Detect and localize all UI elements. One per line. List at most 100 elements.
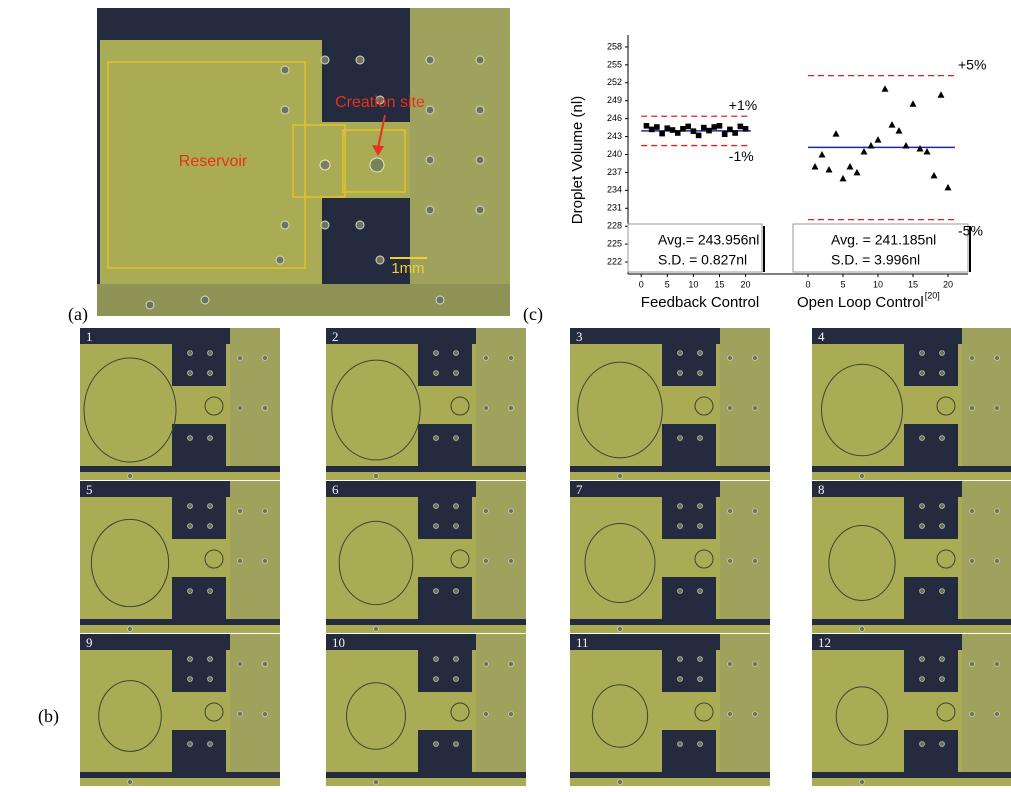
hole: [920, 677, 925, 682]
y-tick-label: 258: [607, 41, 622, 51]
point: [896, 127, 903, 134]
x-tick-label: 5: [840, 279, 845, 289]
hole: [970, 406, 975, 411]
hole: [728, 406, 733, 411]
scale-label: 1mm: [391, 260, 424, 277]
frame: 9: [80, 634, 280, 786]
dark-region: [326, 772, 526, 778]
hole: [208, 351, 213, 356]
hole: [940, 504, 945, 509]
hole: [940, 677, 945, 682]
hole: [920, 742, 925, 747]
hole: [698, 436, 703, 441]
point: [903, 142, 910, 149]
point: [833, 130, 840, 137]
hole: [434, 589, 439, 594]
dark-region: [326, 619, 526, 625]
frame: 4: [812, 328, 1011, 480]
hole: [434, 504, 439, 509]
reference-label: -5%: [958, 222, 983, 238]
dark-region: [662, 481, 716, 539]
hole: [208, 657, 213, 662]
dark-region: [570, 466, 770, 472]
hole: [188, 524, 193, 529]
hole: [188, 657, 193, 662]
hole: [995, 356, 1000, 361]
hole: [476, 56, 484, 64]
point: [654, 124, 660, 130]
hole: [678, 524, 683, 529]
x-axis-label-superscript: [20]: [925, 290, 940, 300]
point: [924, 148, 931, 155]
hole: [356, 221, 364, 229]
hole: [208, 742, 213, 747]
frame: 5: [80, 481, 280, 633]
hole: [146, 301, 154, 309]
hole: [376, 256, 384, 264]
hole: [476, 106, 484, 114]
dark-region: [662, 577, 716, 619]
point: [706, 128, 712, 134]
hole: [276, 256, 284, 264]
hole: [321, 56, 329, 64]
hole: [434, 657, 439, 662]
point: [722, 131, 728, 137]
frame-number: 7: [576, 482, 583, 497]
droplet: [320, 160, 330, 170]
hole: [188, 504, 193, 509]
electrode: [290, 122, 410, 198]
hole: [618, 474, 623, 479]
x-tick-label: 15: [908, 279, 918, 289]
hole: [238, 509, 243, 514]
point: [917, 145, 924, 152]
dark-region: [904, 577, 958, 619]
panel-label: (c): [523, 304, 543, 325]
point: [670, 127, 676, 133]
point: [938, 91, 945, 98]
electrode: [720, 481, 770, 619]
frame-number: 12: [818, 635, 831, 650]
dark-region: [418, 481, 472, 539]
dark-region: [904, 481, 958, 539]
frame: 7: [570, 481, 770, 633]
electrode: [230, 328, 280, 466]
hole: [753, 356, 758, 361]
point: [861, 148, 868, 155]
hole: [454, 436, 459, 441]
hole: [434, 524, 439, 529]
point: [644, 123, 650, 129]
hole: [238, 559, 243, 564]
stats-text: Avg. = 241.185nl: [831, 232, 936, 248]
hole: [698, 657, 703, 662]
hole: [263, 356, 268, 361]
hole: [454, 589, 459, 594]
hole: [920, 504, 925, 509]
hole: [970, 356, 975, 361]
hole: [698, 677, 703, 682]
hole: [940, 524, 945, 529]
dark-region: [80, 772, 280, 778]
hole: [995, 406, 1000, 411]
panel-label: (a): [68, 304, 88, 325]
frame-number: 8: [818, 482, 825, 497]
hole: [509, 509, 514, 514]
hole: [940, 589, 945, 594]
point: [945, 184, 952, 191]
hole: [484, 559, 489, 564]
point: [732, 130, 738, 136]
x-tick-label: 0: [805, 279, 810, 289]
hole: [728, 712, 733, 717]
frame: 6: [326, 481, 526, 633]
hole: [678, 371, 683, 376]
reference-label: +1%: [729, 97, 757, 113]
dark-region: [326, 466, 526, 472]
hole: [208, 504, 213, 509]
hole: [434, 436, 439, 441]
stats-text: S.D. = 3.996nl: [831, 252, 920, 268]
hole: [263, 406, 268, 411]
hole: [995, 509, 1000, 514]
dark-region: [172, 730, 226, 772]
hole: [698, 371, 703, 376]
point: [727, 127, 733, 133]
hole: [753, 559, 758, 564]
